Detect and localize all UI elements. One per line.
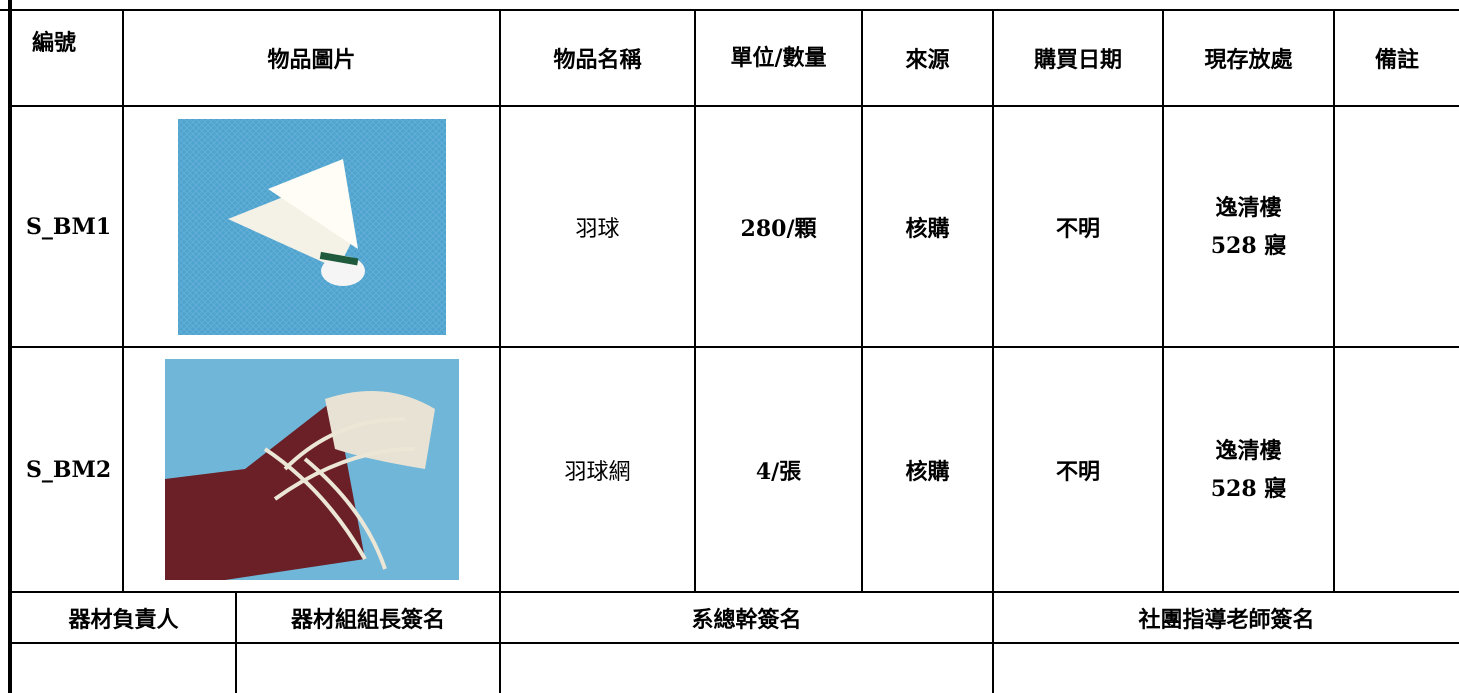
source-cell: 核購 [863, 107, 994, 348]
header-text: 現存放處 [1204, 47, 1293, 73]
header-cell: 來源 [863, 11, 994, 107]
location-line: 逸清樓 [1215, 194, 1282, 221]
date-cell: 不明 [994, 348, 1164, 593]
signature-label: 系總幹簽名 [691, 606, 802, 633]
header-text: 來源 [905, 47, 950, 73]
photo-cell [124, 107, 501, 348]
remark-cell [1335, 348, 1459, 593]
header-text: 物品名稱 [553, 47, 642, 73]
header-cell: 物品圖片 [124, 11, 501, 107]
signature-box [12, 644, 237, 693]
header-cell: 備註 [1335, 11, 1459, 107]
signature-header: 器材組組長簽名 [237, 593, 501, 644]
location-line: 528 寢 [1210, 232, 1287, 259]
location-cell: 逸清樓 528 寢 [1164, 107, 1335, 348]
signature-box [501, 644, 994, 693]
signature-label: 社團指導老師簽名 [1138, 606, 1315, 633]
signature-header: 系總幹簽名 [501, 593, 994, 644]
item-source: 核購 [905, 215, 950, 242]
id-cell: S_BM1 [12, 107, 124, 348]
item-photo [177, 118, 446, 335]
header-text: 備註 [1374, 47, 1419, 73]
signature-header: 社團指導老師簽名 [994, 593, 1459, 644]
item-source: 核購 [905, 458, 950, 485]
item-photo [164, 359, 459, 580]
photo-cell [124, 348, 501, 593]
name-cell: 羽球 [501, 107, 696, 348]
header-cell: 單位/數量 [696, 11, 863, 107]
item-id: S_BM1 [26, 213, 112, 240]
header-cell: 物品名稱 [501, 11, 696, 107]
qty-cell: 4/張 [696, 348, 863, 593]
table-left-border [8, 0, 12, 693]
item-name: 羽球 [575, 216, 620, 242]
id-cell: S_BM2 [12, 348, 124, 593]
date-cell: 不明 [994, 107, 1164, 348]
item-date: 不明 [1055, 458, 1100, 485]
source-cell: 核購 [863, 348, 994, 593]
location-line: 逸清樓 [1215, 437, 1282, 464]
location-line: 528 寢 [1210, 475, 1287, 502]
signature-label: 器材負責人 [68, 606, 179, 633]
item-id: S_BM2 [26, 456, 112, 483]
header-text: 購買日期 [1033, 47, 1122, 73]
signature-box [237, 644, 501, 693]
header-text: 單位/數量 [730, 45, 827, 71]
signature-header: 器材負責人 [12, 593, 237, 644]
header-text: 編號 [32, 30, 77, 56]
header-cell: 現存放處 [1164, 11, 1335, 107]
location-cell: 逸清樓 528 寢 [1164, 348, 1335, 593]
name-cell: 羽球網 [501, 348, 696, 593]
header-cell: 編號 [12, 11, 124, 107]
item-quantity: 280/顆 [740, 215, 817, 242]
header-cell: 購買日期 [994, 11, 1164, 107]
signature-label: 器材組組長簽名 [290, 606, 445, 633]
qty-cell: 280/顆 [696, 107, 863, 348]
item-quantity: 4/張 [755, 458, 802, 485]
table-top-border [0, 9, 1459, 11]
item-date: 不明 [1055, 215, 1100, 242]
item-name: 羽球網 [564, 459, 631, 485]
header-text: 物品圖片 [267, 47, 356, 73]
remark-cell [1335, 107, 1459, 348]
